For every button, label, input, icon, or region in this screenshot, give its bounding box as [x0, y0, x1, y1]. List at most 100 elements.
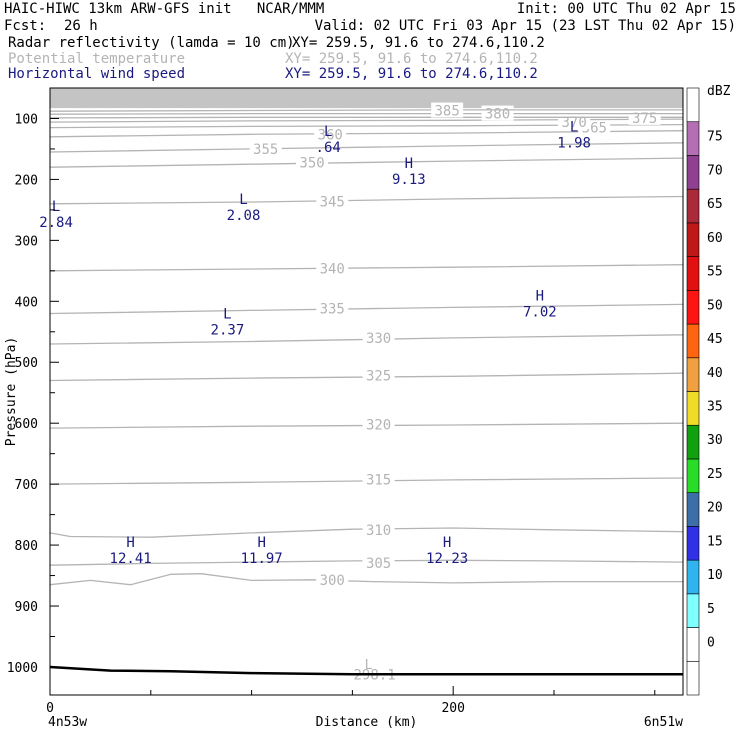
theta-contour	[49, 334, 684, 345]
colorbar-swatch	[686, 660, 700, 696]
colorbar-label: 55	[707, 265, 723, 280]
x-end-location: 6n51w	[644, 715, 683, 730]
upper-level-contour-band	[50, 88, 683, 109]
colorbar-label: 50	[707, 298, 723, 313]
theta-label-bg	[316, 300, 349, 316]
colorbar-label: 10	[707, 568, 723, 583]
field-reflectivity-xy: XY= 259.5, 91.6 to 274.6,110.2	[292, 35, 545, 51]
colorbar-swatch	[686, 526, 700, 561]
x-start-location: 4n53w	[48, 715, 87, 730]
colorbar-label: 35	[707, 400, 723, 415]
colorbar-label: 25	[707, 467, 723, 482]
field-wind-name: Horizontal wind speed	[8, 66, 186, 82]
theta-label-bg	[316, 260, 349, 276]
wind-extrema: L2.84L2.08L2.37L.64H9.13L1.98H7.02H12.41…	[39, 120, 591, 568]
wind-extremum-marker: H	[536, 288, 544, 304]
upper-contour-band	[50, 88, 683, 109]
x-tick-label: 200	[441, 701, 464, 716]
wind-extremum-marker: H	[443, 535, 451, 551]
wind-extremum-value: 7.02	[523, 304, 557, 320]
field-reflectivity-name: Radar reflectivity (lamda = 10 cm)	[8, 35, 295, 51]
colorbar-swatch	[686, 357, 700, 392]
theta-contour	[49, 422, 684, 429]
theta-contours: 300 305 310 315 320 325 330 335 340 345 350 355 360 3…	[49, 102, 684, 683]
theta-label: 315	[366, 472, 391, 488]
theta-label-bg	[362, 329, 395, 345]
theta-contour	[49, 372, 684, 382]
theta-label: 380	[485, 107, 510, 123]
field-theta-name: Potential temperature	[8, 51, 186, 67]
y-tick-label: 900	[15, 600, 38, 615]
colorbar-swatch	[686, 391, 700, 426]
theta-label: 355	[253, 142, 278, 158]
theta-contour	[49, 112, 683, 115]
theta-label-bg	[314, 126, 347, 142]
y-tick-label: 100	[15, 112, 38, 127]
colorbar-label: 60	[707, 231, 723, 246]
y-axis-label: Pressure (hPa)	[4, 337, 19, 447]
terrain-line	[49, 665, 683, 676]
colorbar-swatch	[686, 492, 700, 527]
colorbar-swatch	[686, 87, 700, 123]
forecast-label: Fcst:	[4, 18, 47, 34]
theta-label: 310	[366, 523, 391, 539]
wind-extremum-marker: H	[405, 156, 413, 172]
terrain-line	[49, 665, 683, 676]
colorbar-swatch	[686, 424, 700, 460]
y-tick-label: 700	[15, 478, 38, 493]
theta-contour	[49, 573, 683, 586]
theta-label: 305	[366, 556, 391, 572]
field-wind-xy: XY= 259.5, 91.6 to 274.6,110.2	[285, 66, 538, 82]
theta-label: 385	[434, 104, 459, 120]
theta-contour	[49, 303, 684, 315]
theta-label: 375	[632, 111, 657, 127]
colorbar-swatch	[686, 155, 700, 190]
theta-contour	[49, 157, 684, 168]
theta-label-bg	[249, 140, 282, 156]
y-tick-label: 300	[15, 234, 38, 249]
theta-contour	[49, 559, 684, 566]
wind-extremum-marker: H	[126, 535, 134, 551]
wind-extremum-marker: L	[223, 307, 231, 323]
theta-label-bg	[362, 554, 395, 570]
theta-extremum-marker: L	[365, 658, 373, 673]
wind-extremum-value: 2.84	[39, 215, 73, 231]
colorbar-swatch	[686, 627, 700, 662]
wind-extremum-value: 11.97	[241, 551, 283, 567]
theta-label-bg	[431, 102, 464, 118]
theta-contour	[49, 109, 683, 112]
colorbar-label: 40	[707, 366, 723, 381]
wind-extremum-value: 12.23	[426, 551, 468, 567]
theta-label-bg	[296, 154, 329, 170]
y-tick-label: 800	[15, 539, 38, 554]
wind-extremum-marker: L	[52, 199, 60, 215]
y-tick-label: 500	[15, 356, 38, 371]
field-theta-xy: XY= 259.5, 91.6 to 274.6,110.2	[285, 51, 538, 67]
y-tick-label: 400	[15, 295, 38, 310]
theta-label: 370	[561, 115, 586, 131]
theta-contour	[49, 142, 684, 153]
colorbar-swatch	[686, 458, 700, 493]
theta-label-bg	[362, 521, 395, 537]
theta-label-bg	[362, 471, 395, 487]
colorbar-label: 75	[707, 130, 723, 145]
plot-border	[49, 87, 684, 696]
wind-extremum-value: 1.98	[557, 136, 591, 152]
theta-contour	[49, 477, 684, 485]
theta-label: 350	[299, 155, 324, 171]
colorbar-label: 20	[707, 501, 723, 516]
colorbar-swatch	[686, 256, 700, 291]
theta-contour	[49, 130, 684, 138]
wind-extremum-value: 12.41	[110, 551, 152, 567]
colorbar-label: 30	[707, 433, 723, 448]
colorbar: 0 5 10 15 20 25 30 35 40 45 50 55 60 65 70 75 dBZ	[686, 84, 731, 696]
theta-contour	[49, 264, 684, 272]
plot-frame	[49, 87, 684, 696]
theta-label: 360	[318, 127, 343, 143]
forecast-hour: 26 h	[64, 18, 98, 34]
theta-contour	[49, 116, 683, 119]
colorbar-label: 15	[707, 534, 723, 549]
theta-label-bg	[362, 416, 395, 432]
colorbar-title: dBZ	[707, 84, 731, 99]
theta-contour	[49, 195, 684, 205]
